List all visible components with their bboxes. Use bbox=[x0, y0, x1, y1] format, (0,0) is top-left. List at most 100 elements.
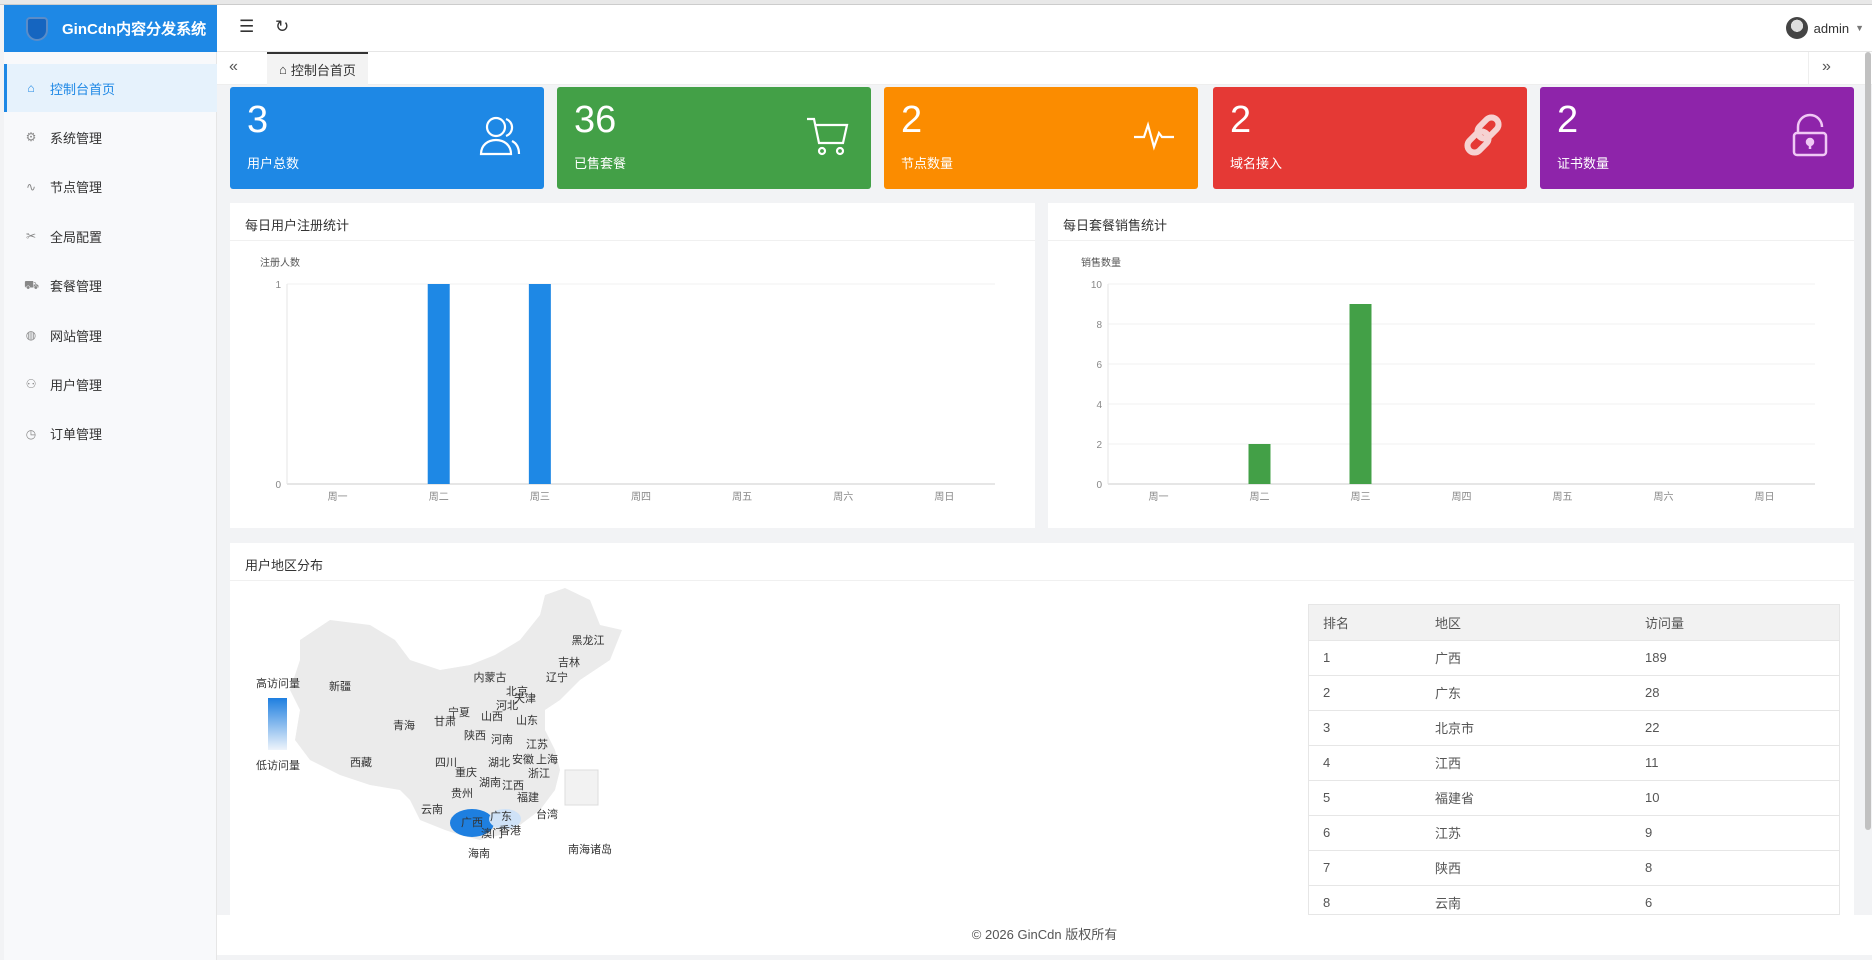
user-menu[interactable]: admin ▼ bbox=[1785, 17, 1864, 39]
sidebar-item-label: 网站管理 bbox=[50, 328, 103, 344]
stat-card-1[interactable]: 36 已售套餐 bbox=[557, 87, 871, 189]
stat-card-0[interactable]: 3 用户总数 bbox=[230, 87, 544, 189]
china-outline bbox=[290, 588, 622, 840]
province-label[interactable]: 新疆 bbox=[329, 681, 351, 693]
menu-collapse-icon[interactable]: ☰ bbox=[239, 17, 255, 36]
province-label[interactable]: 黑龙江 bbox=[571, 635, 605, 647]
province-label[interactable]: 甘肃 bbox=[434, 716, 456, 728]
column-header[interactable]: 访问量 bbox=[1631, 605, 1839, 640]
province-label[interactable]: 山东 bbox=[516, 715, 538, 727]
refresh-icon[interactable]: ↻ bbox=[275, 17, 290, 36]
province-label[interactable]: 香港 bbox=[499, 825, 521, 837]
table-cell: 云南 bbox=[1421, 884, 1631, 914]
sidebar-item-1[interactable]: ⚙ 系统管理 bbox=[4, 113, 217, 161]
province-label[interactable]: 内蒙古 bbox=[473, 672, 507, 684]
clock-icon: ◷ bbox=[25, 426, 37, 441]
table-row[interactable]: 5 福建省 10 bbox=[1309, 779, 1839, 815]
province-label[interactable]: 广东 bbox=[490, 811, 512, 823]
bar-周二[interactable] bbox=[1248, 444, 1271, 484]
province-label[interactable]: 河北 bbox=[496, 700, 518, 712]
table-row[interactable]: 3 北京市 22 bbox=[1309, 709, 1839, 745]
province-label[interactable]: 湖南 bbox=[479, 777, 501, 789]
stat-value: 2 bbox=[1230, 99, 1252, 141]
china-map[interactable]: 高访问量 低访问量 黑龙江 吉林 辽宁 内蒙古 新疆 北京 天津 河北 宁夏 甘肃 山西 山东 青海 陕西… bbox=[230, 543, 930, 943]
province-label[interactable]: 云南 bbox=[421, 804, 443, 816]
table-cell: 6 bbox=[1309, 814, 1421, 850]
y-tick-label: 6 bbox=[1096, 360, 1102, 371]
column-header[interactable]: 排名 bbox=[1309, 605, 1421, 640]
y-tick-label: 10 bbox=[1091, 280, 1103, 291]
province-label[interactable]: 澳门 bbox=[481, 828, 503, 840]
sidebar-item-7[interactable]: ◷ 订单管理 bbox=[4, 410, 217, 458]
province-label[interactable]: 吉林 bbox=[558, 657, 580, 669]
top-header: ☰ ↻ admin ▼ bbox=[217, 5, 1872, 52]
stat-card-2[interactable]: 2 节点数量 bbox=[884, 87, 1198, 189]
sidebar-item-5[interactable]: ◍ 网站管理 bbox=[4, 311, 217, 359]
app-title: GinCdn内容分发系统 bbox=[62, 21, 207, 38]
stat-card-4[interactable]: 2 证书数量 bbox=[1540, 87, 1854, 189]
table-cell: 江苏 bbox=[1421, 814, 1631, 850]
province-label[interactable]: 贵州 bbox=[451, 788, 473, 800]
table-cell: 7 bbox=[1309, 849, 1421, 885]
province-label[interactable]: 上海 bbox=[536, 754, 558, 766]
sidebar-item-0[interactable]: ⌂ 控制台首页 bbox=[4, 64, 217, 112]
sidebar-item-2[interactable]: ∿ 节点管理 bbox=[4, 163, 217, 211]
province-label[interactable]: 四川 bbox=[435, 757, 457, 769]
sidebar-item-label: 系统管理 bbox=[50, 130, 103, 146]
stat-card-3[interactable]: 2 域名接入 bbox=[1213, 87, 1527, 189]
province-label[interactable]: 辽宁 bbox=[546, 672, 568, 684]
province-label[interactable]: 宁夏 bbox=[448, 707, 470, 719]
province-label[interactable]: 北京 bbox=[506, 686, 528, 698]
x-tick-label: 周四 bbox=[631, 491, 651, 503]
visual-map-gradient[interactable] bbox=[268, 698, 287, 750]
x-tick-label: 周二 bbox=[1250, 491, 1270, 503]
province-label[interactable]: 河南 bbox=[491, 734, 513, 746]
sidebar-item-label: 控制台首页 bbox=[50, 81, 116, 97]
province-label[interactable]: 浙江 bbox=[528, 768, 550, 780]
province-label[interactable]: 广西 bbox=[461, 817, 483, 829]
scroll-right-icon[interactable]: » bbox=[1808, 52, 1844, 85]
table-row[interactable]: 4 江西 11 bbox=[1309, 744, 1839, 780]
table-row[interactable]: 2 广东 28 bbox=[1309, 674, 1839, 710]
province-label[interactable]: 重庆 bbox=[455, 767, 477, 779]
bar-周三[interactable] bbox=[1349, 304, 1372, 484]
table-row[interactable]: 7 陕西 8 bbox=[1309, 849, 1839, 885]
province-label[interactable]: 安徽 bbox=[512, 754, 534, 766]
bar-周三[interactable] bbox=[528, 284, 551, 484]
page-scrollbar[interactable] bbox=[1865, 52, 1871, 830]
province-label[interactable]: 台湾 bbox=[536, 809, 558, 821]
region-panel: 用户地区分布 高访问量 低访问量 黑龙江 吉林 辽宁 内蒙古 新疆 北京 天津 河北 宁夏 甘肃 山… bbox=[230, 543, 1854, 943]
table-row[interactable]: 8 云南 6 bbox=[1309, 884, 1839, 914]
cart-icon bbox=[807, 117, 849, 156]
province-label[interactable]: 青海 bbox=[393, 720, 415, 732]
tab-dashboard[interactable]: ⌂ 控制台首页 bbox=[267, 52, 368, 85]
stat-value: 2 bbox=[901, 99, 923, 141]
province-label[interactable]: 福建 bbox=[517, 792, 539, 804]
sidebar-item-6[interactable]: ⚇ 用户管理 bbox=[4, 360, 217, 408]
x-tick-label: 周五 bbox=[732, 491, 752, 503]
y-axis-label: 注册人数 bbox=[260, 256, 300, 269]
table-row[interactable]: 1 广西 189 bbox=[1309, 639, 1839, 675]
table-cell: 4 bbox=[1309, 744, 1421, 780]
province-label[interactable]: 南海诸岛 bbox=[568, 844, 612, 856]
province-label[interactable]: 西藏 bbox=[350, 757, 372, 769]
stat-value: 3 bbox=[247, 99, 269, 141]
table-cell: 广西 bbox=[1421, 639, 1631, 675]
x-tick-label: 周三 bbox=[1351, 491, 1371, 503]
sidebar-item-label: 订单管理 bbox=[50, 427, 103, 443]
table-cell: 福建省 bbox=[1421, 779, 1631, 815]
table-row[interactable]: 6 江苏 9 bbox=[1309, 814, 1839, 850]
province-label[interactable]: 陕西 bbox=[464, 730, 486, 742]
province-label[interactable]: 天津 bbox=[514, 693, 536, 705]
bar-周二[interactable] bbox=[427, 284, 450, 484]
scroll-left-icon[interactable]: « bbox=[229, 58, 238, 75]
sidebar-item-3[interactable]: ✂ 全局配置 bbox=[4, 212, 217, 260]
province-label[interactable]: 湖北 bbox=[488, 757, 510, 769]
sidebar-item-4[interactable]: ⛟ 套餐管理 bbox=[4, 262, 217, 310]
province-label[interactable]: 江西 bbox=[502, 780, 524, 792]
province-label[interactable]: 山西 bbox=[481, 711, 503, 723]
province-label[interactable]: 江苏 bbox=[526, 739, 548, 751]
province-label[interactable]: 海南 bbox=[468, 848, 490, 860]
app-logo[interactable]: GinCdn内容分发系统 bbox=[4, 5, 217, 52]
column-header[interactable]: 地区 bbox=[1421, 605, 1631, 640]
